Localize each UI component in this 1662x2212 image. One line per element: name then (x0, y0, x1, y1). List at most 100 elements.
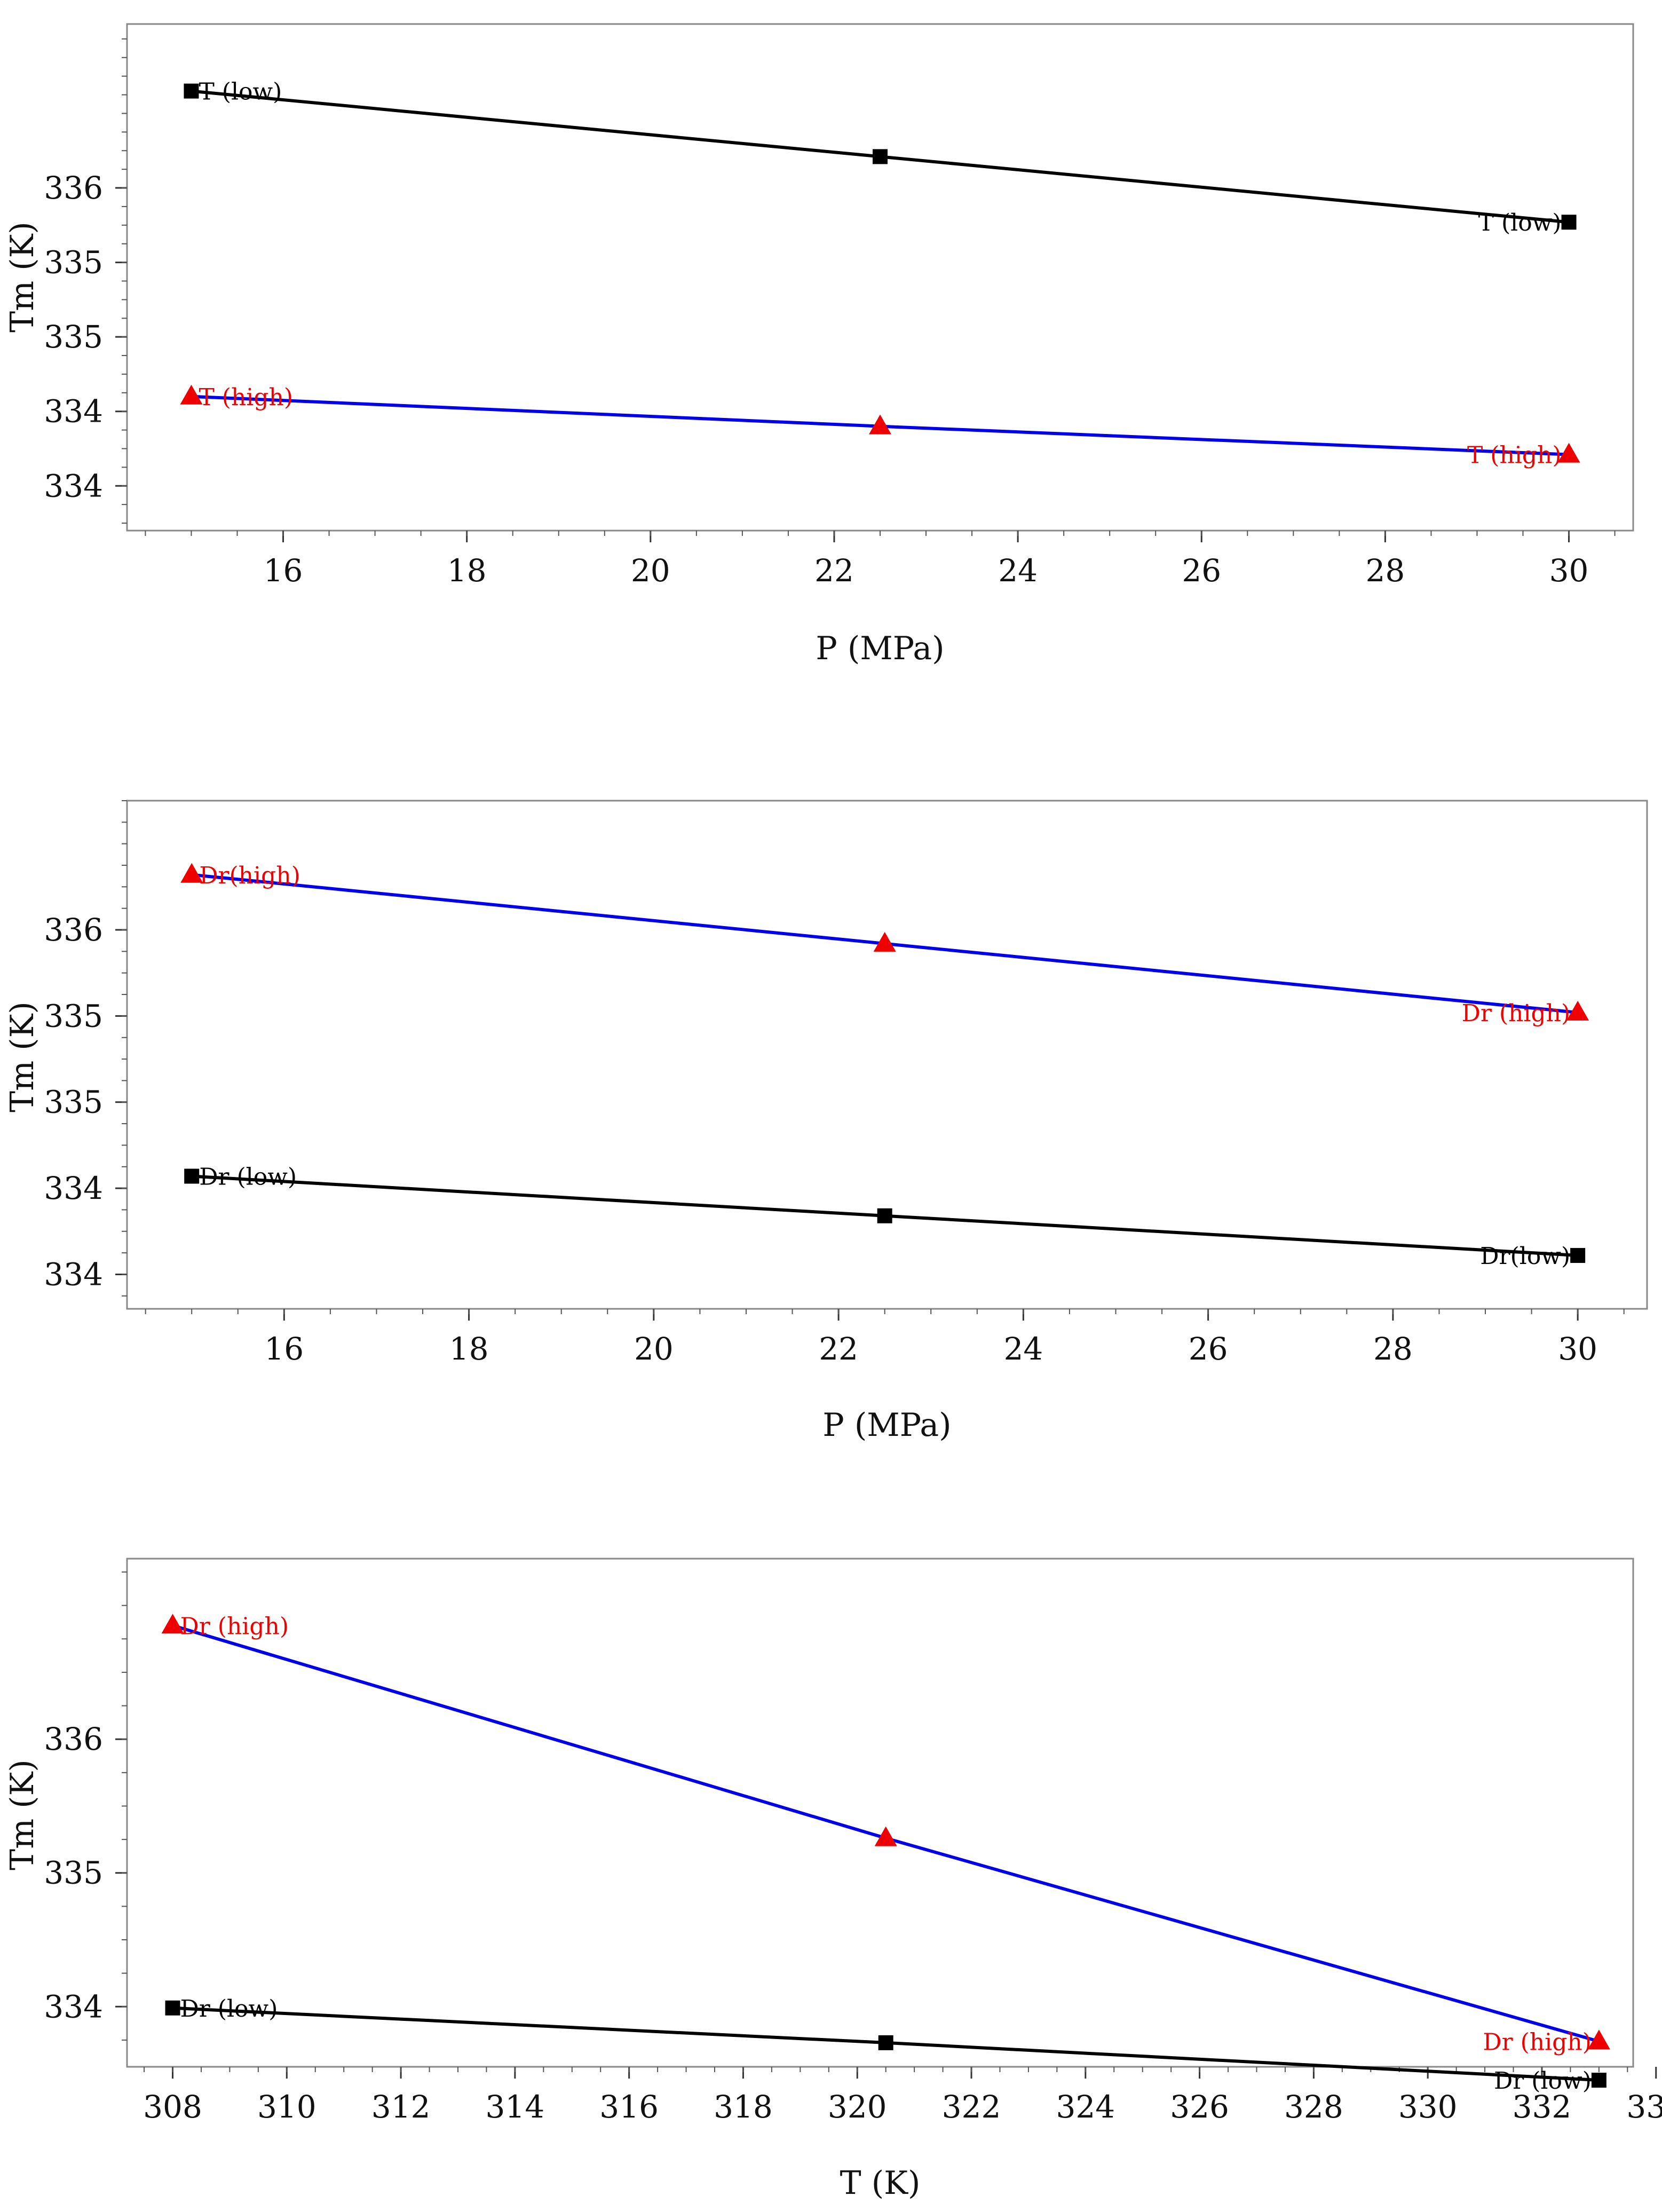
chart-panel-middle: Dr(high) Dr (high) Dr (low) Dr(low) 16 18 20 2… (4, 800, 1648, 1444)
x-tick-label: 26 (1182, 552, 1221, 589)
x-tick-label: 30 (1549, 552, 1589, 589)
plot-frame (126, 800, 1648, 1310)
y-tick-label: 334 (44, 393, 103, 430)
x-tick-label: 20 (631, 552, 670, 589)
plot-frame (126, 1558, 1634, 2068)
x-tick-label: 22 (814, 552, 854, 589)
triangle-marker (869, 414, 891, 434)
y-tick-label: 334 (44, 468, 103, 504)
series-lines (191, 873, 1578, 1257)
plot-frame (126, 23, 1634, 532)
series-markers (180, 83, 1580, 463)
series-lines (191, 89, 1569, 456)
x-tick-label: 20 (634, 1331, 674, 1367)
y-axis-title: Tm (K) (4, 222, 41, 333)
y-tick-label: 335 (44, 319, 103, 355)
tick-marks (115, 1571, 1657, 2079)
x-tick-label: 308 (143, 2089, 202, 2125)
triangle-marker (161, 1614, 184, 1634)
square-marker (184, 83, 199, 99)
chart-panel-bottom: Dr (high) Dr (high) Dr (low) Dr (low) 308 31… (4, 1558, 1662, 2202)
y-axis-title: Tm (K) (4, 1001, 41, 1112)
point-label: T (high) (199, 384, 293, 411)
x-tick-label: 312 (371, 2089, 431, 2125)
x-tick-labels: 308 310 312 314 316 318 320 322 324 326 328 330 332 3… (143, 2089, 1662, 2125)
square-marker (184, 1168, 200, 1184)
square-marker (1591, 2073, 1606, 2088)
square-marker (165, 2000, 180, 2016)
x-tick-label: 24 (1003, 1331, 1043, 1367)
point-label: Dr (high) (1462, 1000, 1571, 1027)
point-labels: T (low) T (low) T (high) T (high) (199, 78, 1561, 469)
y-tick-label: 335 (44, 244, 103, 281)
y-tick-labels: 334 335 336 (44, 1721, 103, 2025)
x-tick-label: 18 (447, 552, 487, 589)
series-markers (180, 863, 1589, 1263)
point-label: Dr (low) (180, 1995, 278, 2023)
x-axis-title: T (K) (840, 2164, 921, 2202)
x-tick-labels: 16 18 20 22 24 26 28 30 (264, 1331, 1597, 1367)
x-tick-labels: 16 18 20 22 24 26 28 30 (264, 552, 1589, 589)
triangle-marker (1566, 1000, 1589, 1021)
tick-marks (115, 38, 1616, 542)
square-marker (878, 2035, 893, 2050)
y-tick-label: 336 (44, 912, 103, 948)
x-tick-label: 26 (1189, 1331, 1228, 1367)
triangle-marker (180, 384, 203, 405)
y-tick-label: 336 (44, 170, 103, 206)
x-tick-label: 28 (1373, 1331, 1413, 1367)
x-axis-title: P (MPa) (816, 630, 944, 667)
x-tick-label: 28 (1365, 552, 1405, 589)
x-tick-label: 330 (1398, 2089, 1458, 2125)
square-marker (1570, 1247, 1586, 1263)
square-marker (1561, 215, 1577, 230)
x-tick-label: 322 (942, 2089, 1001, 2125)
y-tick-labels: 334 334 335 335 336 (44, 170, 103, 504)
x-tick-label: 328 (1284, 2089, 1343, 2125)
x-tick-label: 334 (1626, 2089, 1662, 2125)
point-label: Dr(low) (1480, 1243, 1570, 1270)
x-tick-label: 318 (714, 2089, 773, 2125)
triangle-marker (1587, 2029, 1610, 2050)
x-tick-label: 16 (264, 1331, 304, 1367)
triangle-marker (1557, 443, 1580, 463)
x-tick-label: 320 (828, 2089, 887, 2125)
point-label: T (low) (199, 78, 282, 106)
tick-marks (115, 800, 1625, 1321)
y-tick-label: 334 (44, 1170, 103, 1206)
square-marker (873, 149, 888, 164)
series-markers (161, 1614, 1610, 2088)
point-label: Dr (high) (1483, 2028, 1592, 2056)
point-label: T (low) (1478, 209, 1562, 236)
y-tick-label: 335 (44, 1084, 103, 1120)
series-lines (172, 1624, 1600, 2082)
x-tick-label: 30 (1558, 1331, 1597, 1367)
x-axis-title: P (MPa) (822, 1407, 951, 1444)
x-tick-label: 324 (1056, 2089, 1115, 2125)
chart-panel-top: T (low) T (low) T (high) T (high) 16 18 20 22 2… (4, 23, 1634, 667)
x-tick-label: 314 (486, 2089, 545, 2125)
x-tick-label: 16 (264, 552, 303, 589)
point-labels: Dr(high) Dr (high) Dr (low) Dr(low) (199, 862, 1570, 1270)
x-tick-label: 332 (1513, 2089, 1572, 2125)
x-tick-label: 316 (599, 2089, 659, 2125)
y-tick-label: 335 (44, 1855, 103, 1891)
point-label: Dr (low) (199, 1164, 297, 1191)
y-tick-label: 334 (44, 1988, 103, 2025)
y-axis-title: Tm (K) (4, 1759, 41, 1870)
point-label: T (high) (1467, 442, 1562, 469)
triangle-marker (180, 863, 203, 883)
square-marker (877, 1208, 892, 1223)
x-tick-label: 24 (998, 552, 1038, 589)
triangle-marker (874, 1826, 897, 1846)
x-tick-label: 310 (257, 2089, 316, 2125)
x-tick-label: 18 (449, 1331, 489, 1367)
triangle-marker (873, 931, 896, 952)
x-tick-label: 326 (1170, 2089, 1229, 2125)
point-label: Dr (high) (180, 1613, 289, 1640)
point-label: Dr (low) (1494, 2067, 1592, 2095)
y-tick-labels: 334 334 335 335 336 (44, 912, 103, 1292)
x-tick-label: 22 (819, 1331, 858, 1367)
point-labels: Dr (high) Dr (high) Dr (low) Dr (low) (180, 1613, 1592, 2095)
